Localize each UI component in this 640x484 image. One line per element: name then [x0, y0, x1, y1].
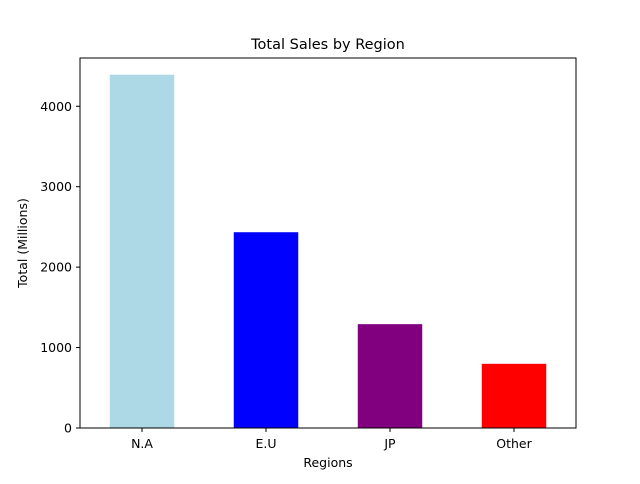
x-axis-label: Regions: [303, 455, 352, 470]
y-axis-label: Total (Millions): [15, 198, 30, 289]
plot-frame: [79, 57, 577, 429]
x-axis: N.A E.U JP Other: [131, 428, 533, 451]
bar-n-a: [109, 74, 175, 428]
x-tick-label: JP: [383, 436, 396, 451]
y-axis: 0 1000 2000 3000 4000: [40, 99, 80, 436]
chart-title: Total Sales by Region: [250, 37, 405, 53]
y-tick-label: 4000: [40, 99, 72, 114]
x-tick-label: E.U: [255, 436, 276, 451]
bar-other: [481, 363, 547, 428]
bar-e-u: [233, 232, 299, 428]
x-tick-label: N.A: [131, 436, 153, 451]
bar-jp: [357, 324, 423, 428]
x-tick-label: Other: [496, 436, 532, 451]
y-tick-label: 1000: [40, 340, 72, 355]
bars-layer: [109, 74, 547, 428]
y-tick-label: 0: [64, 421, 72, 436]
y-tick-label: 2000: [40, 260, 72, 275]
y-tick-label: 3000: [40, 179, 72, 194]
